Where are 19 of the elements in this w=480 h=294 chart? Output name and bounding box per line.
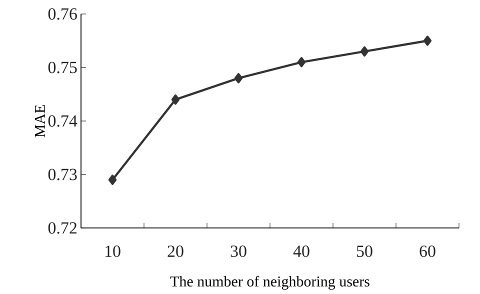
x-axis-title: The number of neighboring users [170,276,370,290]
x-tick-label: 40 [293,246,310,257]
point [360,46,369,57]
point [423,36,432,46]
point [234,73,243,84]
point [108,174,117,185]
x-tick-label: 10 [105,246,120,257]
y-tick-label: 0.75 [48,62,77,74]
x-tick-label: 50 [356,246,372,257]
y-tick-label: 0.72 [48,222,77,234]
x-tick-label: 30 [230,246,246,257]
y-axis-title: MAE [34,105,45,138]
y-tick-label: 0.76 [48,8,77,20]
x-tick-label: 60 [420,246,436,257]
point [171,94,180,105]
y-tick-label: 0.73 [48,168,77,180]
y-tick-label: 0.74 [48,115,78,127]
x-tick-label: 20 [168,246,184,257]
point [297,57,306,68]
